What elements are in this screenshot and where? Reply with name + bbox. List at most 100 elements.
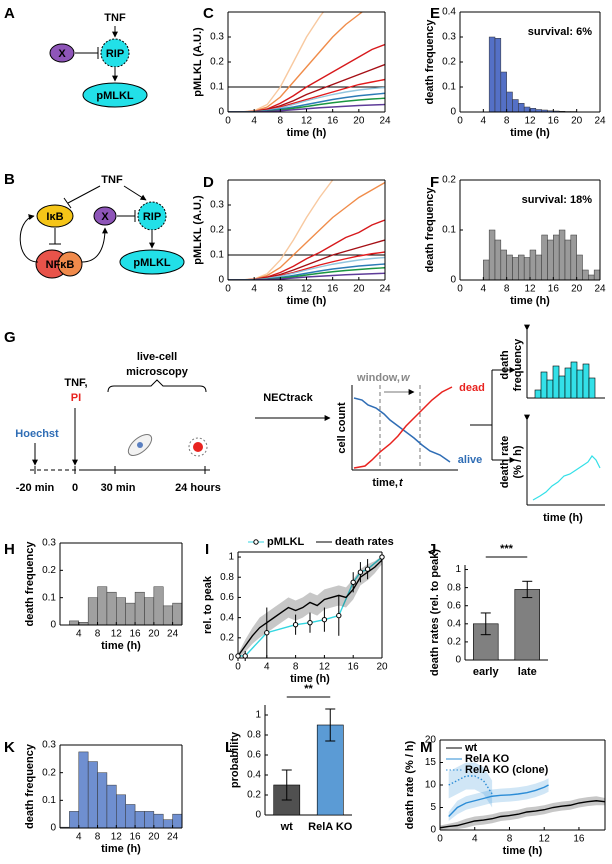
time-label: 0: [72, 482, 78, 494]
panel-label: H: [4, 541, 15, 558]
x-tick-label: 16: [573, 834, 585, 845]
histogram-bar: [501, 250, 507, 280]
y-tick-label: 0.8: [247, 730, 261, 741]
x-tick-label: 4: [251, 284, 257, 295]
y-tick-label: 0: [50, 823, 56, 834]
histogram-bar: [518, 255, 524, 280]
y-axis-label: probability: [229, 731, 241, 788]
histogram-bar: [88, 762, 97, 828]
x-tick-label: 8: [95, 832, 101, 843]
annotation: **: [304, 683, 313, 695]
y-tick-label: 0: [218, 275, 224, 286]
axis-label: t: [399, 477, 404, 489]
plot-area: [483, 230, 600, 280]
y-tick-label: 0.3: [210, 200, 224, 211]
node-label: TNF: [101, 174, 123, 186]
label: w: [401, 372, 411, 384]
y-axis-label: pMLKL (A.U.): [192, 27, 204, 97]
y-tick-label: 0: [255, 810, 261, 821]
panel-label: E: [430, 5, 440, 22]
y-tick-label: 0: [450, 275, 456, 286]
x-tick-label: 0: [235, 662, 241, 673]
histogram-bar: [173, 603, 182, 625]
x-tick-label: 12: [524, 284, 536, 295]
legend-label: RelA KO (clone): [465, 764, 549, 776]
data-point: [365, 567, 369, 571]
y-tick-label: 0.1: [442, 82, 456, 93]
time-label: 24 hours: [175, 482, 221, 494]
x-tick-label: 4: [264, 662, 270, 673]
y-axis-label: death rates (rel. to peak): [429, 549, 441, 676]
node-label: TNF: [104, 12, 126, 24]
x-tick-label: 20: [376, 662, 388, 673]
x-tick-label: 8: [504, 116, 510, 127]
histogram-bar: [173, 814, 182, 828]
inhibition: [68, 186, 100, 203]
y-axis-label: death frequency: [24, 743, 36, 829]
y-tick-label: 0.6: [220, 592, 234, 603]
x-tick-label: 16: [548, 284, 560, 295]
x-tick-label: 12: [539, 834, 551, 845]
node-label: NFκB: [46, 259, 75, 271]
y-tick-label: 10: [425, 780, 437, 791]
x-tick-label: 12: [301, 116, 313, 127]
axis-label: death rate: [499, 436, 511, 489]
x-tick-label: 0: [437, 834, 443, 845]
y-tick-label: 0.1: [42, 795, 56, 806]
y-tick-label: 0.2: [42, 565, 56, 576]
y-tick-label: 0.2: [42, 767, 56, 778]
node-label: X: [101, 211, 109, 223]
y-tick-label: 0.2: [210, 57, 224, 68]
histogram-bar: [518, 103, 524, 112]
plot-area: [60, 752, 182, 828]
y-tick-label: 0.6: [247, 750, 261, 761]
x-tick-label: 16: [327, 284, 339, 295]
histogram-bar: [553, 235, 559, 280]
arrow: [20, 216, 38, 262]
node-label: RIP: [106, 48, 124, 60]
data-point: [265, 631, 269, 635]
label: PI: [71, 392, 81, 404]
bar: [515, 589, 540, 660]
axis-label: frequency: [512, 338, 524, 391]
x-tick-label: 4: [251, 116, 257, 127]
x-tick-label: 8: [278, 116, 284, 127]
x-tick-label: 4: [481, 116, 487, 127]
y-tick-label: 0.2: [442, 57, 456, 68]
node-label: pMLKL: [133, 257, 171, 269]
y-tick-label: 0.1: [442, 225, 456, 236]
histogram-bar: [126, 603, 135, 625]
label: window,: [356, 372, 400, 384]
histogram-bar: [524, 107, 530, 112]
arrow: [124, 186, 146, 200]
cell-icon: [193, 442, 203, 452]
panel-label: G: [4, 329, 16, 346]
histogram-bar: [69, 811, 78, 828]
histogram-bar: [88, 598, 97, 625]
histogram-bar: [524, 258, 530, 281]
y-tick-label: 0: [228, 653, 234, 664]
histogram-bar: [98, 773, 107, 828]
legend-label: pMLKL: [267, 536, 305, 548]
y-tick-label: 0.2: [247, 790, 261, 801]
y-tick-label: 0.2: [210, 225, 224, 236]
legend-marker: [254, 540, 258, 544]
y-axis-label: death frequency: [424, 187, 436, 273]
panel-label: K: [4, 739, 15, 756]
x-tick-label: 12: [111, 832, 123, 843]
x-axis-label: time (h): [510, 127, 550, 139]
y-tick-label: 0.3: [442, 32, 456, 43]
histogram-bar: [489, 37, 495, 112]
x-tick-label: 16: [130, 832, 142, 843]
histogram-bar: [69, 621, 78, 625]
x-tick-label: 8: [293, 662, 299, 673]
label: Hoechst: [15, 428, 59, 440]
node-label: IκB: [46, 211, 63, 223]
histogram-bar: [513, 100, 519, 113]
histogram-bar: [583, 270, 589, 280]
histogram-bar: [163, 606, 172, 625]
histogram-bar: [542, 235, 548, 280]
axis-label: death: [499, 350, 511, 380]
x-tick-label: 0: [225, 284, 231, 295]
axis-label: time,: [372, 477, 398, 489]
